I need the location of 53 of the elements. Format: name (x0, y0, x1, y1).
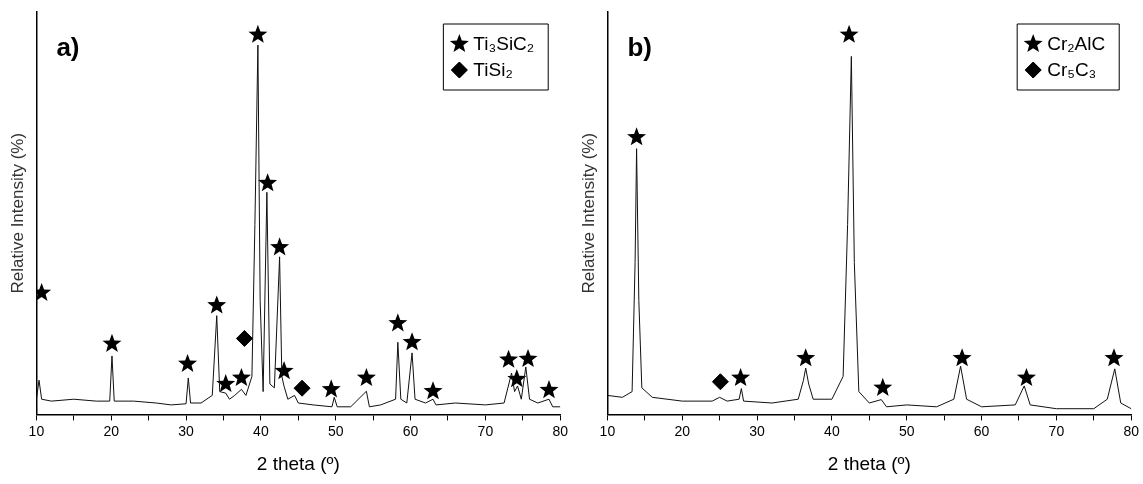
x-tick-label: 10 (599, 422, 616, 439)
point (235, 329, 253, 347)
x-tick-label: 30 (749, 422, 766, 439)
point (248, 24, 268, 43)
x-axis-title: 2 theta (º) (827, 452, 911, 474)
y-axis-title: Relative Intensity (%) (7, 132, 27, 294)
x-tick-label: 20 (103, 422, 120, 439)
x-axis-title: 2 theta (º) (256, 452, 340, 474)
chart-title: a) (56, 32, 80, 63)
point (539, 380, 559, 399)
point (402, 332, 422, 351)
point (1016, 367, 1036, 387)
x-tick-label: 50 (898, 422, 915, 439)
legend-label: TiSi₂ (473, 59, 513, 81)
x-tick-label: 60 (973, 422, 990, 439)
legend-label: Cr₂AlC (1047, 33, 1106, 55)
point (178, 353, 198, 372)
chart-title: b) (627, 32, 652, 63)
legend-label: Ti₃SiC₂ (473, 33, 535, 55)
x-tick-label: 10 (28, 422, 45, 439)
point (499, 349, 519, 368)
point (839, 24, 859, 43)
x-tick-label: 70 (477, 422, 494, 439)
legend-label: Cr₅C₃ (1047, 59, 1097, 81)
point (321, 379, 341, 398)
x-tick-label: 80 (552, 422, 569, 439)
x-tick-label: 30 (178, 422, 195, 439)
point (627, 127, 647, 146)
x-tick-label: 50 (327, 422, 344, 439)
point (102, 333, 122, 352)
y-axis-title: Relative Intensity (%) (578, 132, 598, 294)
point (258, 173, 278, 192)
point (388, 313, 408, 332)
point (731, 367, 751, 387)
point (423, 381, 443, 400)
x-tick-label: 40 (253, 422, 269, 439)
point (711, 373, 729, 391)
point (231, 367, 251, 387)
point (518, 348, 538, 368)
point (293, 379, 311, 397)
point (207, 295, 227, 314)
x-tick-label: 80 (1123, 422, 1140, 439)
point (216, 374, 236, 393)
point (356, 367, 376, 387)
x-tick-label: 20 (674, 422, 691, 439)
x-tick-label: 60 (402, 422, 419, 439)
point (270, 237, 290, 256)
x-tick-label: 70 (1048, 422, 1065, 439)
point (873, 377, 893, 396)
point (1104, 348, 1124, 367)
x-tick-label: 40 (824, 422, 840, 439)
point (952, 348, 972, 367)
point (796, 348, 816, 367)
